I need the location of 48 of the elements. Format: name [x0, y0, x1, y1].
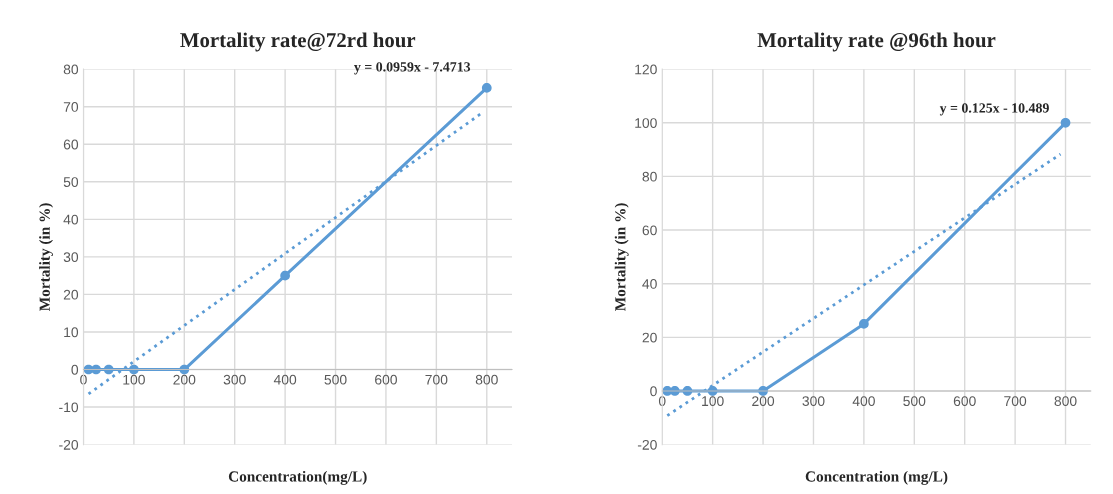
x-axis-title: Concentration(mg/L)	[228, 470, 367, 485]
annotation: y = 0.125x - 10.489	[939, 103, 1049, 116]
x-tick-label: 200	[752, 396, 775, 407]
y-tick-label: -10	[59, 402, 79, 413]
y-tick-label: 0	[650, 386, 657, 397]
x-tick-label: 100	[123, 374, 145, 385]
y-tick-label: 60	[642, 225, 657, 236]
y-tick-label: -20	[59, 439, 79, 450]
x-tick-label: 400	[852, 396, 875, 407]
y-tick-label: 80	[63, 64, 79, 75]
y-tick-label: 120	[635, 64, 657, 75]
x-tick-label: 300	[223, 374, 246, 385]
x-tick-label: 700	[1004, 396, 1027, 407]
x-tick-label: 300	[802, 396, 825, 407]
y-tick-label: 100	[635, 118, 657, 128]
x-tick-label: 800	[1054, 396, 1077, 407]
y-tick-label: 30	[63, 252, 79, 263]
x-tick-label: 0	[658, 396, 666, 407]
x-tick-label: 600	[953, 396, 976, 407]
x-tick-label: 800	[475, 374, 498, 385]
y-tick-label: 40	[642, 279, 657, 289]
y-tick-label: 60	[63, 139, 79, 150]
x-tick-label: 400	[273, 374, 297, 385]
x-tick-label: 100	[702, 396, 724, 407]
x-tick-label: 500	[903, 396, 926, 407]
x-tick-label: 200	[173, 374, 196, 385]
x-tick-label: 700	[425, 374, 448, 385]
y-axis-title: Mortality (in %)	[614, 203, 629, 311]
y-tick-label: 50	[63, 177, 79, 187]
point	[280, 270, 290, 281]
point	[481, 83, 492, 93]
y-tick-label: 20	[642, 332, 657, 343]
x-tick-label: 600	[375, 374, 397, 385]
y-tick-label: 20	[63, 289, 79, 300]
y-tick-label: 80	[642, 171, 657, 182]
y-axis-title: Mortality (in %)	[39, 203, 53, 311]
y-tick-label: 40	[63, 214, 79, 225]
annotation: y = 0.0959x - 7.4713	[354, 62, 471, 75]
x-tick-label: 500	[324, 374, 347, 385]
point	[859, 319, 869, 329]
y-tick-label: 10	[64, 327, 79, 338]
point	[1060, 117, 1071, 128]
chart-title: Mortality rate@72rd hour	[180, 32, 416, 52]
y-tick-label: -20	[637, 439, 657, 450]
y-tick-label: 0	[71, 364, 79, 375]
y-tick-label: 70	[63, 102, 79, 112]
chart-title: Mortality rate @96th hour	[757, 32, 996, 52]
x-axis-title: Concentration (mg/L)	[805, 470, 948, 485]
